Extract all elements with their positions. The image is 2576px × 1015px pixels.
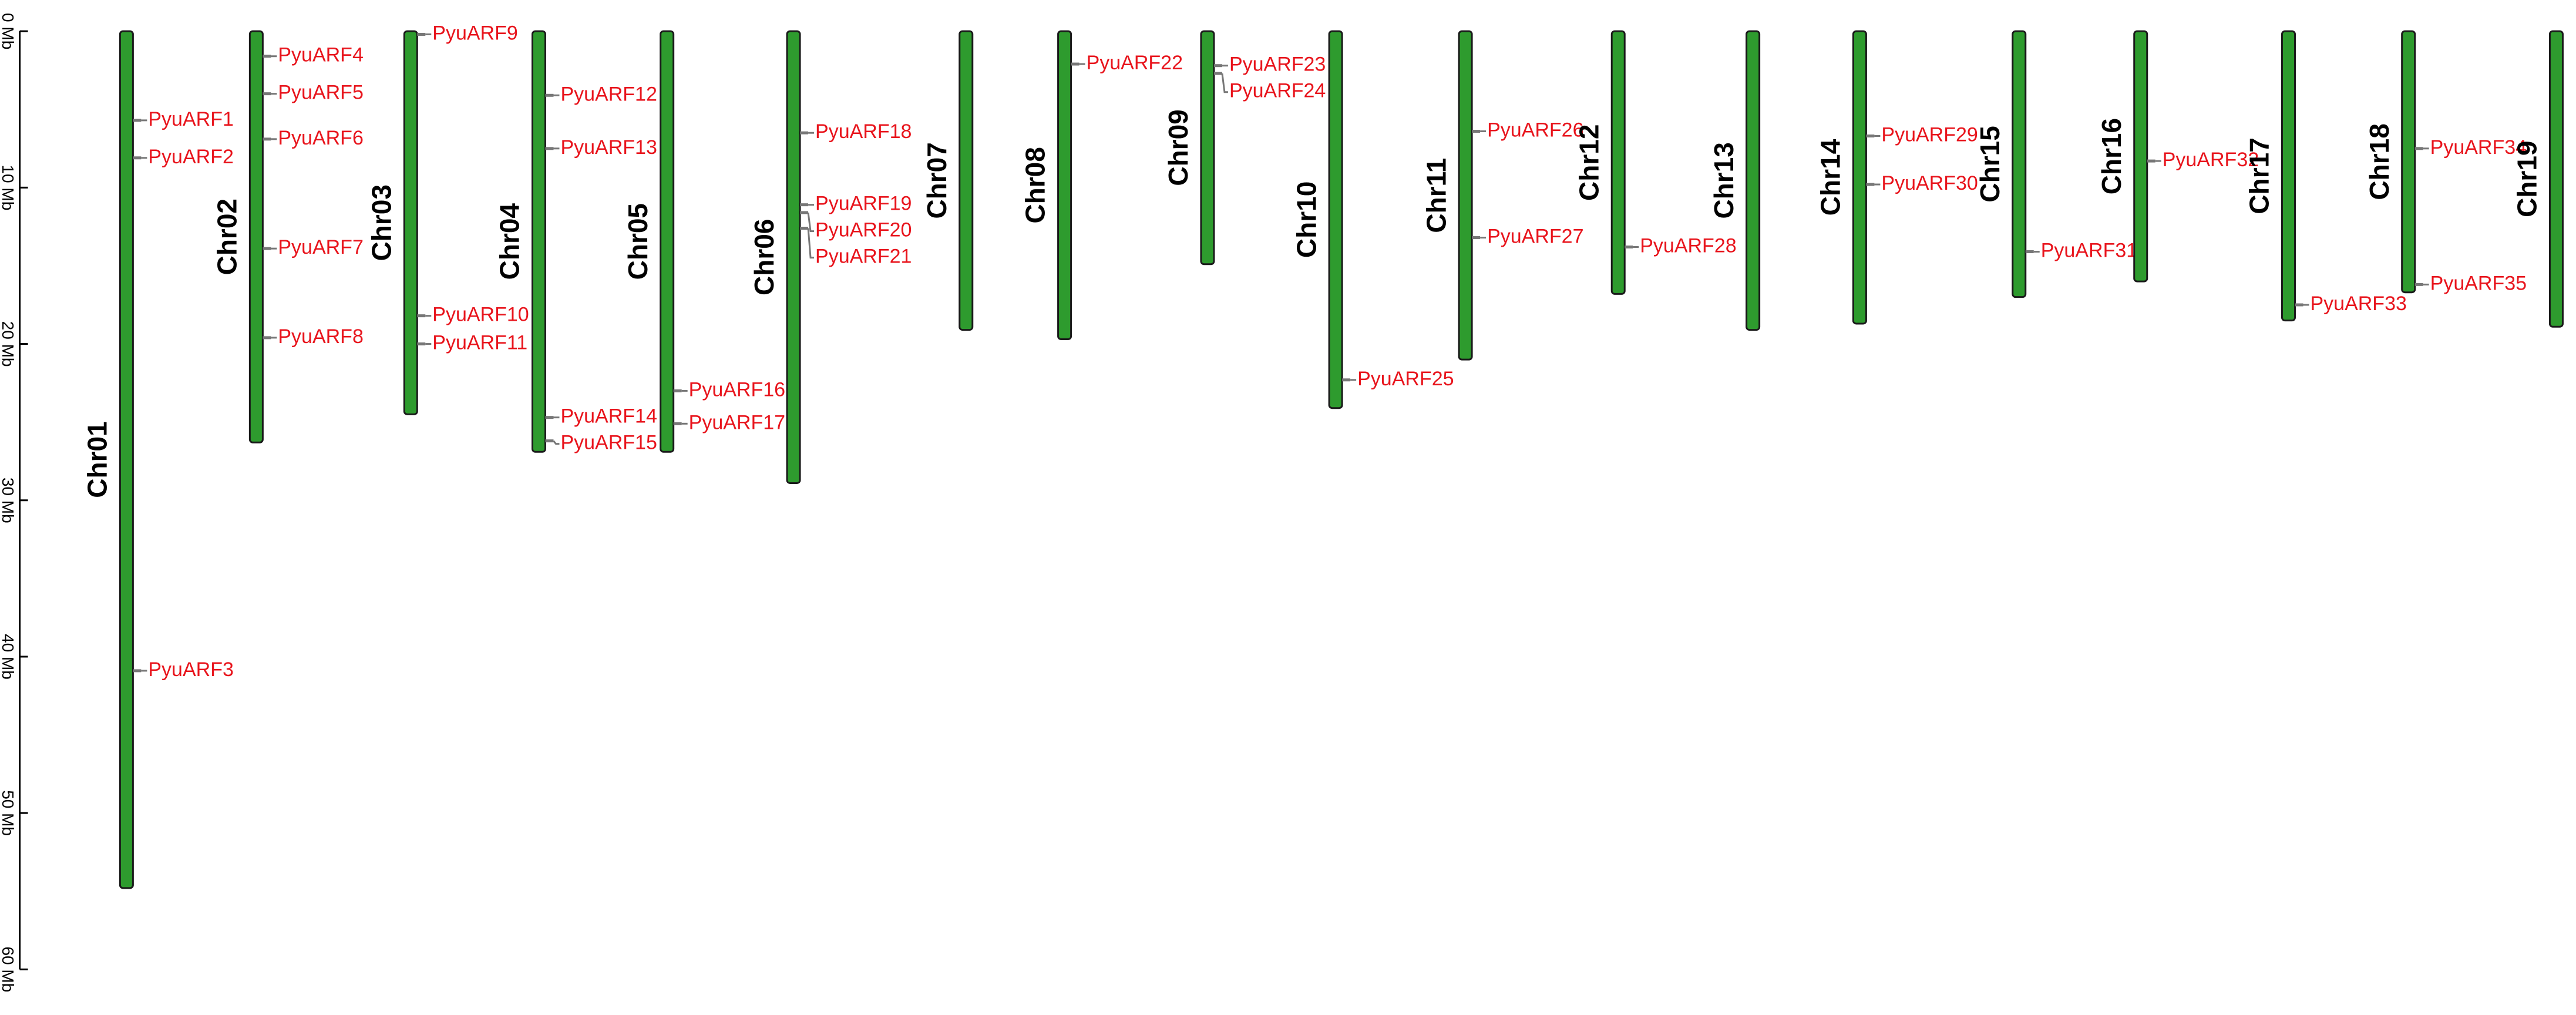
gene-label: PyuARF11: [432, 332, 527, 354]
chromosome-label: Chr14: [1815, 139, 1846, 216]
chromosome-label: Chr18: [2364, 123, 2395, 200]
chromosome-label: Chr04: [495, 203, 525, 280]
chromosome-bar: [1852, 30, 1867, 325]
chromosome-label: Chr15: [1975, 126, 2005, 202]
gene-label: PyuARF17: [689, 411, 785, 433]
gene-label: PyuARF32: [2163, 149, 2259, 171]
chromosome-bar: [1328, 30, 1343, 409]
chromosome-label: Chr12: [1573, 125, 1604, 201]
gene-label: PyuARF10: [432, 304, 529, 326]
chromosome-label: Chr03: [366, 184, 396, 261]
gene-label: PyuARF8: [278, 325, 364, 348]
chromosome-bar: [119, 30, 134, 889]
gene-label: PyuARF30: [1881, 172, 1978, 194]
gene-label: PyuARF19: [815, 193, 912, 215]
gene-label: PyuARF33: [2310, 293, 2406, 315]
gene-label: PyuARF29: [1881, 123, 1978, 146]
y-tick-label: 0 Mb: [0, 13, 17, 49]
chromosome-label: Chr19: [2512, 141, 2543, 217]
gene-label: PyuARF6: [278, 127, 364, 149]
y-tick-label: 30 Mb: [0, 478, 17, 523]
gene-connector: [807, 228, 815, 259]
chromosome-bar: [2548, 30, 2564, 328]
y-tick-label: 60 Mb: [0, 946, 17, 992]
gene-label: PyuARF7: [278, 236, 364, 258]
gene-label: PyuARF2: [148, 146, 233, 168]
gene-label: PyuARF18: [815, 120, 912, 143]
chromosome-label: Chr13: [1709, 142, 1739, 219]
gene-label: PyuARF12: [560, 83, 657, 105]
gene-label: PyuARF23: [1229, 53, 1326, 76]
gene-label: PyuARF13: [560, 136, 657, 159]
chromosome-bar: [1746, 30, 1761, 331]
gene-label: PyuARF3: [148, 658, 233, 681]
gene-label: PyuARF25: [1357, 368, 1454, 390]
chromosome-label: Chr05: [623, 203, 653, 280]
chromosome-bar: [959, 30, 974, 331]
gene-label: PyuARF1: [148, 108, 233, 130]
chromosome-bar: [786, 30, 801, 484]
gene-label: PyuARF9: [432, 22, 518, 44]
gene-label: PyuARF15: [560, 432, 657, 454]
gene-connector: [1221, 73, 1228, 93]
gene-label: PyuARF24: [1229, 80, 1326, 102]
chromosome-label: Chr08: [1020, 147, 1051, 223]
chromosome-label: Chr01: [82, 421, 113, 498]
y-tick-label: 20 Mb: [0, 321, 17, 367]
gene-label: PyuARF35: [2430, 272, 2527, 294]
chromosome-label: Chr07: [922, 142, 952, 219]
y-tick-label: 10 Mb: [0, 164, 17, 210]
chromosome-bar: [1057, 30, 1072, 341]
chromosome-bar: [248, 30, 264, 443]
gene-label: PyuARF26: [1487, 119, 1583, 141]
chromosome-bar: [2401, 30, 2416, 294]
chromosome-label: Chr16: [2096, 118, 2127, 194]
chromosome-bar: [1610, 30, 1626, 295]
gene-label: PyuARF14: [560, 405, 657, 428]
gene-label: PyuARF5: [278, 82, 364, 104]
chromosome-bar: [2133, 30, 2148, 283]
chromosome-bar: [531, 30, 546, 453]
gene-label: PyuARF21: [815, 246, 912, 268]
gene-connector: [553, 440, 560, 445]
chromosome-label: Chr11: [1421, 158, 1451, 233]
chromosome-label: Chr06: [749, 219, 779, 295]
gene-connector: [807, 212, 815, 233]
y-tick-label: 40 Mb: [0, 634, 17, 680]
chromosome-bar: [1458, 30, 1473, 361]
chromosome-label: Chr09: [1163, 109, 1193, 186]
chromosome-bar: [1200, 30, 1215, 265]
gene-label: PyuARF34: [2430, 136, 2527, 159]
chromosome-label: Chr10: [1291, 182, 1321, 258]
chromosome-bar: [660, 30, 675, 453]
gene-label: PyuARF16: [689, 378, 785, 401]
chromosome-bar: [2281, 30, 2296, 322]
gene-label: PyuARF27: [1487, 226, 1583, 248]
gene-label: PyuARF28: [1640, 234, 1736, 257]
chromosome-bar: [403, 30, 418, 415]
y-tick-label: 50 Mb: [0, 790, 17, 836]
chromosome-bar: [2012, 30, 2027, 298]
gene-label: PyuARF4: [278, 44, 364, 66]
chromosome-label: Chr17: [2244, 137, 2275, 214]
chromosome-label: Chr02: [212, 199, 243, 275]
gene-label: PyuARF20: [815, 219, 912, 241]
gene-label: PyuARF31: [2041, 239, 2137, 261]
gene-label: PyuARF22: [1087, 52, 1183, 74]
